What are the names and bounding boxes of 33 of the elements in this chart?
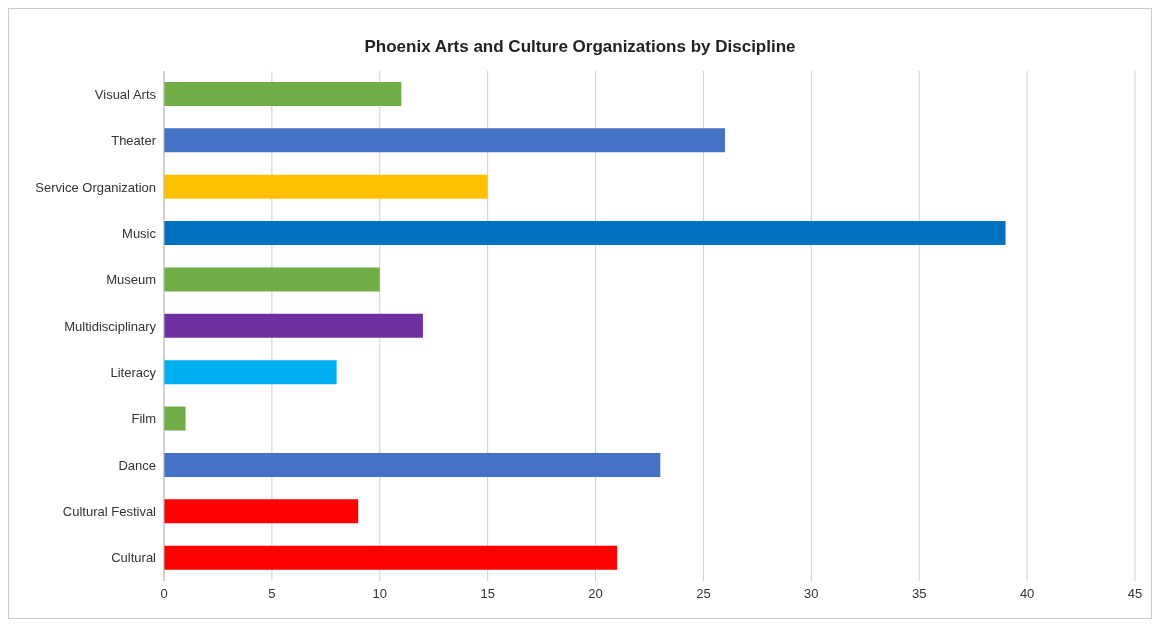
y-tick-label: Visual Arts — [94, 86, 157, 102]
bar — [164, 221, 1006, 246]
chart-title: Phoenix Arts and Culture Organizations by Discipline — [363, 37, 797, 58]
x-tick-label: 35 — [911, 586, 927, 602]
bar — [164, 174, 488, 199]
x-tick-label: 15 — [480, 586, 495, 602]
x-tick-label: 0 — [160, 586, 168, 602]
y-tick-label: Dance — [118, 457, 156, 473]
x-tick-label: 30 — [804, 586, 819, 602]
y-tick-label: Museum — [106, 272, 156, 288]
x-tick-label: 5 — [268, 586, 276, 602]
x-tick-label: 10 — [372, 586, 388, 602]
bar — [164, 267, 380, 292]
bar — [164, 499, 359, 524]
bar — [164, 452, 661, 477]
bar — [164, 406, 186, 431]
y-tick-label: Music — [122, 225, 157, 241]
y-tick-label: Theater — [111, 133, 157, 149]
x-tick-label: 45 — [1127, 586, 1143, 602]
bar — [164, 313, 423, 338]
y-tick-label: Film — [131, 411, 156, 427]
y-tick-label: Service Organization — [35, 179, 156, 195]
y-tick-label: Cultural Festival — [62, 504, 157, 520]
y-tick-label: Cultural — [111, 550, 157, 566]
y-tick-label: Multidisciplinary — [64, 318, 157, 334]
bar — [164, 545, 618, 570]
bar — [164, 360, 337, 385]
x-tick-label: 40 — [1019, 586, 1035, 602]
x-tick-label: 25 — [696, 586, 711, 602]
bar — [164, 128, 726, 153]
x-tick-label: 20 — [588, 586, 603, 602]
y-tick-label: Literacy — [110, 364, 157, 380]
bar — [164, 82, 402, 106]
